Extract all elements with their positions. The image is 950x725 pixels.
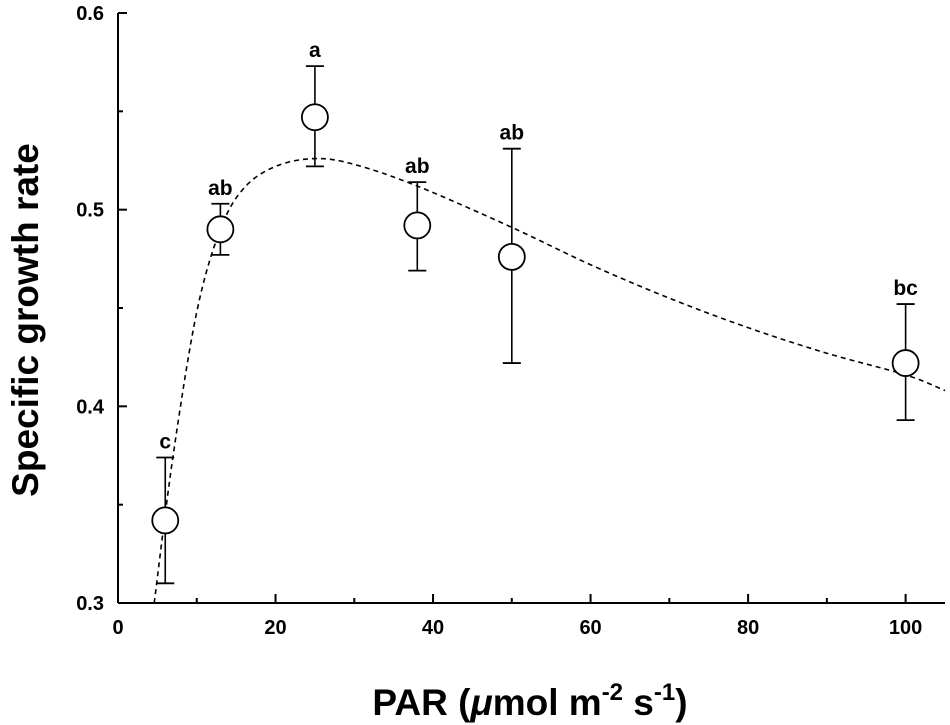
data-point [301,103,329,132]
fit-curve [153,157,946,604]
significance-label: ab [208,177,233,200]
data-point [891,349,920,377]
significance-label: c [159,430,171,453]
x-axis-title-exp2: -1 [654,679,675,706]
error-bars [156,65,915,585]
x-axis-title-exp1: -2 [602,679,623,706]
x-tick-label: 80 [737,617,759,639]
x-axis-title: PAR (μmol m-2 s-1) [372,679,687,723]
y-tick-label: 0.6 [76,3,104,25]
x-tick-label: 0 [112,617,123,639]
y-tick-label: 0.4 [76,396,105,418]
y-tick-label: 0.3 [76,593,104,615]
y-tick-label: 0.5 [76,200,104,222]
significance-label: ab [405,155,430,178]
axes: 0.3 0.4 0.5 0.6 0 20 40 60 80 100 [76,3,945,639]
fit-curve-group [153,157,946,604]
x-axis-title-close: ) [675,682,687,723]
data-point [151,506,180,535]
significance-label: ab [500,122,525,145]
x-axis-title-s: s [623,682,654,723]
x-tick-label: 20 [264,617,286,639]
x-tick-label: 40 [422,617,444,639]
data-point [497,242,526,271]
significance-label: bc [893,277,918,300]
significance-labels: c ab a ab ab bc [159,39,918,453]
data-point [403,211,432,240]
x-axis-title-mu: μ [469,682,492,723]
y-axis-title: Specific growth rate [5,143,46,497]
data-points [151,103,920,535]
significance-label: a [309,39,321,62]
x-axis-title-main: PAR ( [372,682,471,723]
x-axis-title-unit: mol m [493,682,602,723]
data-point [206,215,235,244]
x-tick-label: 100 [889,617,922,639]
x-tick-label: 60 [579,617,601,639]
